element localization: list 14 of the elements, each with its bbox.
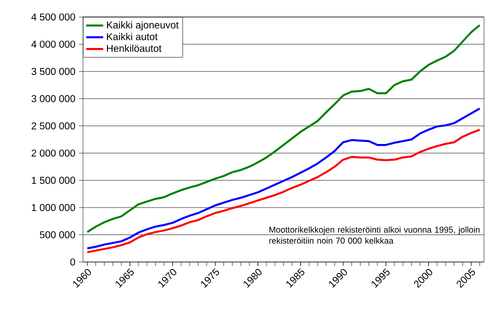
y-tick-label: 3 000 000 <box>32 95 76 102</box>
y-tick-label: 500 000 <box>40 231 76 238</box>
y-tick-label: 1 000 000 <box>32 204 76 212</box>
legend-label: Henkilöautot <box>107 44 162 52</box>
annotation: Moottorikelkkojen rekisteröinti alkoi vuonna 1995, jolloin rekisteröitiin noin 70 000 kelkkaa <box>269 226 480 244</box>
y-tick-label: 2 000 000 <box>32 150 76 157</box>
y-tick-label: 0 <box>70 258 76 266</box>
y-tick-label: 1 500 000 <box>32 176 76 184</box>
y-tick-label: 3 500 000 <box>32 68 76 75</box>
y-tick-label: 4 500 000 <box>31 13 76 21</box>
legend-label: Kaikki autot <box>107 32 158 40</box>
y-tick-label: 4 000 000 <box>31 40 76 48</box>
legend-label: Kaikki ajoneuvot <box>107 21 179 30</box>
y-tick-label: 2 500 000 <box>32 122 76 130</box>
